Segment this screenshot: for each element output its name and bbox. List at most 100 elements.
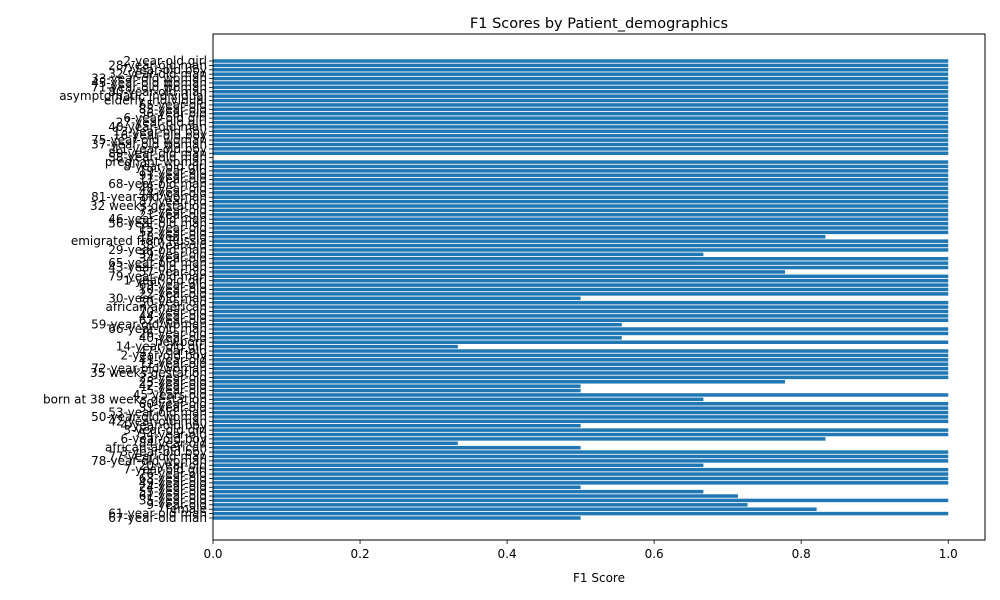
y-tick-label: 53-year-old man bbox=[108, 406, 207, 420]
y-tick-label: 91-year-old bbox=[139, 168, 207, 182]
bar bbox=[213, 437, 826, 441]
y-tick-label: 21-year-old bbox=[139, 208, 207, 222]
y-tick-label: 60-year-old bbox=[139, 397, 207, 411]
bar bbox=[213, 494, 738, 498]
bar bbox=[213, 76, 949, 81]
bar bbox=[213, 129, 949, 134]
bar bbox=[213, 336, 622, 340]
bar bbox=[213, 314, 949, 318]
y-tick-label: 9-year-old bbox=[146, 498, 207, 512]
y-tick-label: 40-year-old bbox=[139, 331, 207, 345]
bar bbox=[213, 432, 949, 437]
bar bbox=[213, 125, 949, 129]
y-tick-label: african-american bbox=[105, 441, 207, 455]
y-tick-label: 37-year-old woman bbox=[91, 137, 207, 151]
y-tick-label: 75-year-old woman bbox=[91, 133, 207, 147]
bar bbox=[213, 366, 949, 371]
bar bbox=[213, 507, 817, 511]
y-tick-label: 4-year-old boy bbox=[121, 419, 207, 433]
bar bbox=[213, 204, 949, 208]
y-tick-label: 35 weeks gestation bbox=[90, 366, 207, 380]
bar bbox=[213, 256, 949, 261]
y-tick-label: 41-year-old bbox=[139, 353, 207, 367]
bar bbox=[213, 287, 949, 292]
bar bbox=[213, 248, 949, 252]
y-tick-label: 46-year-old man bbox=[108, 212, 207, 226]
y-tick-label: 42-year-old man bbox=[108, 414, 207, 428]
bar bbox=[213, 459, 949, 463]
bar bbox=[213, 476, 949, 481]
y-tick-label: 50-year-old bbox=[139, 296, 207, 310]
bar bbox=[213, 428, 949, 432]
y-tick-label: 32-year-old man bbox=[108, 67, 207, 81]
bar bbox=[213, 169, 949, 173]
y-tick-label: 18-year-old bbox=[139, 230, 207, 244]
bar bbox=[213, 485, 581, 489]
y-tick-label: 87-year-old bbox=[139, 195, 207, 209]
y-tick-label: 59-year-old woman bbox=[91, 318, 207, 332]
y-tick-label: 19-year-old bbox=[139, 164, 207, 178]
bar bbox=[213, 331, 949, 336]
bar bbox=[213, 265, 949, 270]
bar bbox=[213, 252, 704, 257]
bar bbox=[213, 441, 458, 446]
y-tick-label: 42-year-old bbox=[139, 379, 207, 393]
y-tick-label: emigrated from Russia bbox=[71, 234, 207, 248]
bar bbox=[213, 358, 949, 362]
y-tick-label: 52-year-old bbox=[139, 225, 207, 239]
x-tick-label: 0.8 bbox=[792, 547, 811, 561]
y-tick-label: 2-year-old girl bbox=[123, 54, 207, 68]
bar bbox=[213, 296, 581, 301]
bar bbox=[213, 107, 949, 112]
bar bbox=[213, 270, 786, 274]
y-tick-label: newborn bbox=[155, 335, 207, 349]
y-tick-label: 3-year-old boy bbox=[121, 445, 207, 459]
bar bbox=[213, 327, 949, 331]
bar bbox=[213, 371, 949, 375]
y-tick-label: 61-year-old man bbox=[108, 507, 207, 521]
bar bbox=[213, 63, 949, 68]
bar bbox=[213, 208, 949, 213]
y-tick-label: 70-year-old bbox=[139, 304, 207, 318]
bar bbox=[213, 278, 949, 283]
y-tick-label: 81-year-old woman bbox=[91, 190, 207, 204]
bar bbox=[213, 481, 949, 485]
bar bbox=[213, 138, 949, 142]
bars-group bbox=[213, 59, 949, 520]
y-tick-label: 34-year-old bbox=[139, 252, 207, 266]
bar bbox=[213, 111, 949, 116]
bar bbox=[213, 186, 949, 191]
bar bbox=[213, 454, 949, 459]
y-tick-label: 65-year-old bbox=[139, 98, 207, 112]
y-tick-label: 67-year-old man bbox=[108, 511, 207, 525]
y-tick-label: 77-year-old man bbox=[108, 449, 207, 463]
y-tick-label: 50-year-old woman bbox=[91, 410, 207, 424]
y-tick-label: 22-year-old bbox=[139, 287, 207, 301]
bar bbox=[213, 300, 949, 305]
bar bbox=[213, 362, 949, 366]
bar bbox=[213, 388, 581, 393]
y-tick-label: 16-year-old boy bbox=[113, 129, 207, 143]
bar bbox=[213, 68, 949, 72]
bar bbox=[213, 182, 949, 186]
bar bbox=[213, 164, 949, 169]
y-tick-label: 33-year-old woman bbox=[91, 72, 207, 86]
bar bbox=[213, 221, 949, 226]
bar bbox=[213, 349, 949, 353]
y-tick-label: 35-year-old bbox=[139, 493, 207, 507]
y-tick-label: 69-year-old bbox=[139, 278, 207, 292]
bar bbox=[213, 445, 581, 450]
bar bbox=[213, 230, 949, 235]
y-tick-label: pregnant woman bbox=[105, 155, 207, 169]
y-tick-label: 30-year-old man bbox=[108, 291, 207, 305]
bar bbox=[213, 59, 949, 63]
x-tick-label: 0.6 bbox=[645, 547, 664, 561]
y-tick-label: 38-year-old bbox=[139, 239, 207, 253]
y-tick-label: 44-year-old bbox=[139, 309, 207, 323]
y-tick-label: 24-year-old bbox=[139, 480, 207, 494]
y-tick-label: 45 years old bbox=[133, 388, 207, 402]
y-tick-label: 23-year-old bbox=[139, 370, 207, 384]
y-tick-label: 39-year-old bbox=[139, 247, 207, 261]
